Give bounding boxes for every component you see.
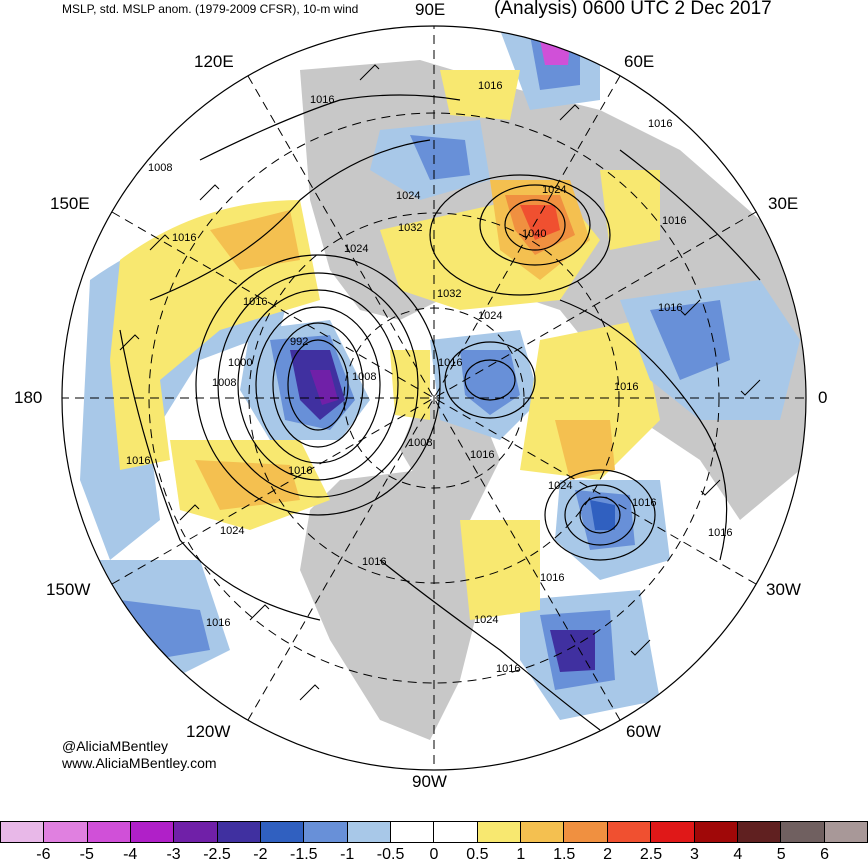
- colorbar-tick-label: -0.5: [376, 846, 405, 863]
- colorbar-tick-label: -1.5: [290, 846, 318, 863]
- isobar-label: 1008: [212, 377, 237, 389]
- isobar-label: 1016: [362, 556, 387, 568]
- colorbar-swatch: [563, 821, 608, 843]
- isobar-label: 1000: [228, 357, 253, 369]
- colorbar-tick-label: 2: [603, 846, 613, 863]
- isobar-label: 1016: [648, 118, 673, 130]
- isobar-label: 1032: [437, 288, 462, 300]
- lon-label-120w: 120W: [186, 722, 231, 741]
- colorbar-swatch: [130, 821, 175, 843]
- lon-label-60w: 60W: [626, 722, 661, 741]
- wind-barbs: [119, 64, 761, 701]
- colorbar-tick-label: -4: [123, 846, 138, 863]
- isobar-label: 1016: [478, 80, 503, 92]
- colorbar-tick-label: 4: [733, 846, 743, 863]
- colorbar-swatch: [693, 821, 738, 843]
- colorbar-tick-label: -2: [253, 846, 268, 863]
- polar-stereographic-map: [61, 25, 807, 771]
- colorbar-tick-label: -5: [79, 846, 94, 863]
- lon-label-90w: 90W: [412, 772, 447, 791]
- isobar-label: 1040: [522, 228, 547, 240]
- colorbar-swatch: [303, 821, 348, 843]
- colorbar-tick-label: 2.5: [639, 846, 663, 863]
- credits: @AliciaMBentley www.AliciaMBentley.com: [62, 738, 217, 772]
- colorbar-tick-label: -3: [166, 846, 181, 863]
- isobar-label: 1016: [614, 381, 639, 393]
- colorbar-tick-label: -6: [36, 846, 51, 863]
- isobar-label: 1016: [310, 94, 335, 106]
- colorbar-tick-label: 3: [689, 846, 699, 863]
- header-right-title: (Analysis) 0600 UTC 2 Dec 2017: [494, 0, 772, 19]
- credit-website: www.AliciaMBentley.com: [62, 755, 217, 771]
- isobar-label: 1024: [542, 184, 567, 196]
- lon-label-60e: 60E: [624, 52, 655, 71]
- isobar-label: 1008: [148, 162, 173, 174]
- colorbar-swatch: [173, 821, 218, 843]
- colorbar-swatch: [260, 821, 305, 843]
- map-disk: [62, 26, 806, 770]
- isobar-label: 1016: [496, 663, 521, 675]
- map-border: [61, 25, 807, 771]
- isobar-label: 1024: [478, 310, 503, 322]
- isobar-label: 1016: [206, 617, 231, 629]
- isobar-label: 1016: [632, 497, 657, 509]
- colorbar-swatch: [476, 821, 522, 843]
- isobar-label: 1016: [662, 215, 687, 227]
- isobar-label: 1024: [344, 243, 369, 255]
- isobar-label: 1024: [474, 614, 499, 626]
- lon-label-150e: 150E: [50, 194, 90, 213]
- isobar-label: 1008: [408, 437, 433, 449]
- colorbar-ticks: -6 -5 -4 -3 -2.5 -2 -1.5 -1 -0.5 0 0.5 1 1.5 2 2.5 3 4 5 6: [0, 846, 868, 865]
- colorbar-tick-label: 0: [429, 846, 439, 863]
- anomaly-shading: [80, 30, 800, 720]
- colorbar-tick-label: 6: [820, 846, 830, 863]
- colorbar-swatch: [390, 821, 435, 843]
- colorbar-swatch: [433, 821, 478, 843]
- lon-label-90e: 90E: [415, 0, 446, 19]
- lon-label-150w: 150W: [46, 580, 91, 599]
- lon-label-30e: 30E: [768, 194, 799, 213]
- isobar-label: 1016: [243, 296, 268, 308]
- colorbar-swatch: [650, 821, 695, 843]
- colorbar-swatch: [780, 821, 825, 843]
- credit-handle: @AliciaMBentley: [62, 738, 169, 754]
- graticule: [62, 26, 806, 770]
- colorbar-swatch: [346, 821, 392, 843]
- lon-label-0: 0: [818, 388, 828, 407]
- colorbar-tick-label: -1: [340, 846, 355, 863]
- colorbar-swatch: [520, 821, 565, 843]
- isobar-label: 1008: [352, 371, 377, 383]
- isobar-label: 1024: [548, 480, 573, 492]
- header-left-title: MSLP, std. MSLP anom. (1979-2009 CFSR), …: [62, 2, 359, 16]
- lon-label-30w: 30W: [766, 580, 801, 599]
- colorbar-tick-label: 5: [776, 846, 786, 863]
- colorbar-swatch: [736, 821, 782, 843]
- isobar-label: 1016: [126, 455, 151, 467]
- colorbar-swatch: [0, 821, 45, 843]
- isobar-label: 1024: [396, 190, 421, 202]
- colorbar: [0, 821, 868, 843]
- isobar-label: 1016: [708, 527, 733, 539]
- colorbar-tick-label: 1.5: [553, 846, 576, 863]
- isobars: [119, 94, 761, 731]
- isobar-label: 1016: [470, 449, 495, 461]
- isobar-label: 1032: [398, 222, 423, 234]
- colorbar-tick-label: -2.5: [203, 846, 231, 863]
- isobar-label: 1024: [220, 525, 245, 537]
- colorbar-swatch: [823, 821, 868, 843]
- isobar-label: 1016: [540, 572, 565, 584]
- colorbar-swatch: [43, 821, 88, 843]
- colorbar-swatch: [606, 821, 652, 843]
- isobar-label: 1016: [658, 302, 683, 314]
- isobar-label: 1016: [172, 232, 197, 244]
- isobar-label: 1016: [438, 357, 463, 369]
- colorbar-swatch: [86, 821, 132, 843]
- colorbar-tick-label: 0.5: [466, 846, 489, 863]
- isobar-label: 1016: [288, 465, 313, 477]
- lon-label-180: 180: [14, 388, 43, 407]
- colorbar-swatch: [216, 821, 262, 843]
- isobar-label: 992: [290, 336, 309, 348]
- lon-label-120e: 120E: [194, 52, 234, 71]
- colorbar-tick-label: 1: [516, 846, 526, 863]
